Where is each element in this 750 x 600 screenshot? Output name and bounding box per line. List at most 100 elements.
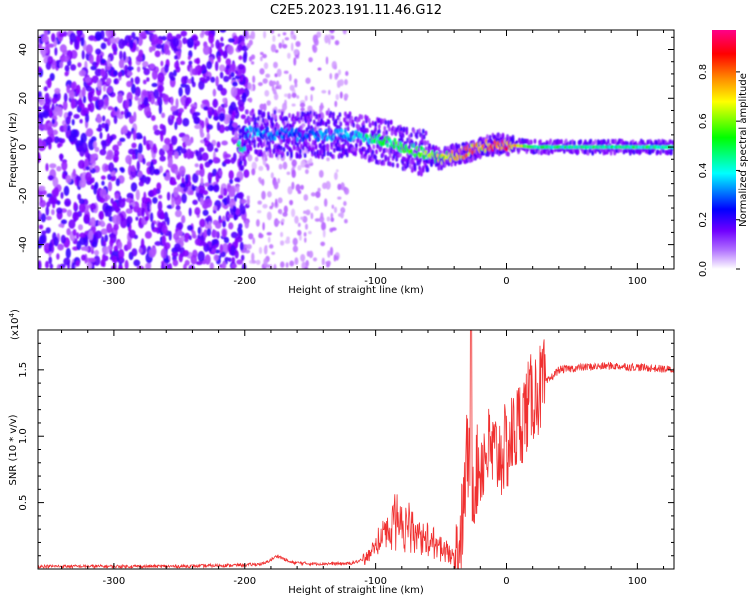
spectrogram-cell (241, 165, 245, 171)
spectrogram-cell (206, 142, 214, 152)
spectrogram-cell (381, 152, 385, 157)
spectrogram-cell (40, 213, 47, 223)
spectrogram-cell (230, 101, 237, 112)
spectrogram-cell (322, 147, 326, 153)
spectrogram-cell (39, 195, 43, 204)
spectrogram-cell (551, 149, 554, 155)
spectrogram-cell (58, 107, 63, 118)
spectrogram-cell (118, 59, 125, 69)
spectrogram-cell (348, 111, 352, 117)
spectrogram-cell (263, 245, 268, 255)
spectrogram-cell (218, 124, 226, 134)
spectrogram-cell (282, 147, 286, 152)
spectrogram-cell (90, 217, 96, 227)
spectrogram-cell (329, 30, 335, 34)
spectrogram-cell (404, 144, 408, 150)
spectrogram-cell (154, 50, 161, 58)
spectrogram-cell (383, 126, 387, 131)
spectrogram-cell (146, 77, 150, 82)
spectrogram-cell (219, 243, 224, 254)
spectrogram-cell (346, 121, 350, 127)
spectrogram-cell (236, 259, 243, 265)
spectrogram-cell (44, 92, 50, 102)
spectrogram-cell (231, 256, 236, 264)
spectrogram-cell (235, 184, 240, 194)
spectrogram-cell (153, 168, 160, 175)
spectrogram-cell (312, 119, 316, 125)
spectrogram-cell (113, 51, 117, 56)
spectrogram-cell (282, 120, 286, 126)
spectrogram-cell (72, 168, 76, 177)
spectrogram-cell (73, 137, 78, 146)
spectrogram-cell (101, 122, 107, 129)
spectrogram-cell (81, 86, 86, 98)
spectrogram-cell (257, 200, 262, 205)
spectrogram-cell (320, 102, 324, 111)
spectrogram-cell (292, 237, 298, 246)
spectrogram-cell (201, 30, 205, 36)
spectrogram-xlabel: Height of straight line (km) (288, 285, 424, 296)
spectrogram-cell (248, 56, 253, 62)
spectrogram-xtick-label: 100 (628, 276, 647, 287)
spectrogram-cell (329, 73, 333, 80)
spectrogram-cell (412, 128, 416, 134)
spectrogram-cell (279, 240, 285, 246)
spectrogram-cell (560, 139, 563, 145)
spectrogram-cell (218, 194, 224, 199)
spectrogram-ylabel: Frequency (Hz) (8, 112, 19, 188)
spectrogram-cell (222, 50, 228, 59)
spectrogram-cell (162, 94, 170, 103)
spectrogram-cell (102, 140, 107, 151)
spectrogram-cell (338, 79, 341, 88)
spectrogram-cell (94, 31, 102, 41)
colorbar: 0.0 0.2 0.4 0.6 0.8 Normalized spectral ampl… (698, 30, 749, 277)
spectrogram-cell (131, 32, 136, 39)
spectrogram-cell (311, 146, 315, 152)
spectrogram-cell (576, 149, 580, 155)
spectrogram-cell (266, 126, 269, 132)
spectrogram-cell (94, 230, 103, 239)
spectrogram-cell (390, 130, 394, 136)
spectrogram-cell (291, 159, 297, 167)
spectrogram-cell (317, 132, 321, 138)
spectrogram-cell (113, 223, 119, 231)
snr-ytick-label: 1.0 (18, 428, 29, 444)
spectrogram-cell (231, 263, 237, 269)
spectrogram-cell (143, 96, 149, 107)
spectrogram-cell (216, 141, 221, 148)
spectrogram-cell (193, 42, 197, 50)
spectrogram-cell (114, 193, 120, 200)
colorbar-gradient (712, 30, 736, 269)
spectrogram-cell (400, 137, 404, 143)
spectrogram-cell (172, 37, 180, 48)
spectrogram-cell (185, 139, 192, 146)
spectrogram-cell (290, 42, 294, 52)
spectrogram-cell (94, 181, 99, 190)
spectrogram-heatmap (38, 30, 674, 269)
spectrogram-cell (100, 58, 106, 65)
spectrogram-cell (62, 55, 70, 63)
spectrogram-cell (220, 186, 224, 197)
spectrogram-cell (372, 144, 376, 150)
spectrogram-cell (194, 207, 201, 216)
spectrogram-cell (314, 144, 318, 150)
spectrogram-cell (274, 198, 278, 208)
spectrogram-cell (175, 33, 182, 40)
spectrogram-cell (142, 79, 147, 85)
spectrogram-cell (338, 112, 342, 118)
spectrogram-cell (46, 77, 52, 89)
spectrogram-cell (126, 239, 132, 250)
spectrogram-cell (507, 151, 510, 157)
spectrogram-cell (39, 234, 46, 245)
spectrogram-cell (308, 157, 313, 164)
spectrogram-cell (281, 151, 285, 157)
spectrogram-cell (239, 75, 244, 83)
spectrogram-cell (209, 262, 214, 269)
spectrogram-cell (277, 177, 281, 184)
spectrogram-cell (129, 204, 133, 210)
spectrogram-cell (46, 201, 51, 208)
spectrogram-cell (90, 184, 95, 190)
spectrogram-cell (84, 158, 89, 167)
spectrogram-cell (547, 150, 551, 156)
